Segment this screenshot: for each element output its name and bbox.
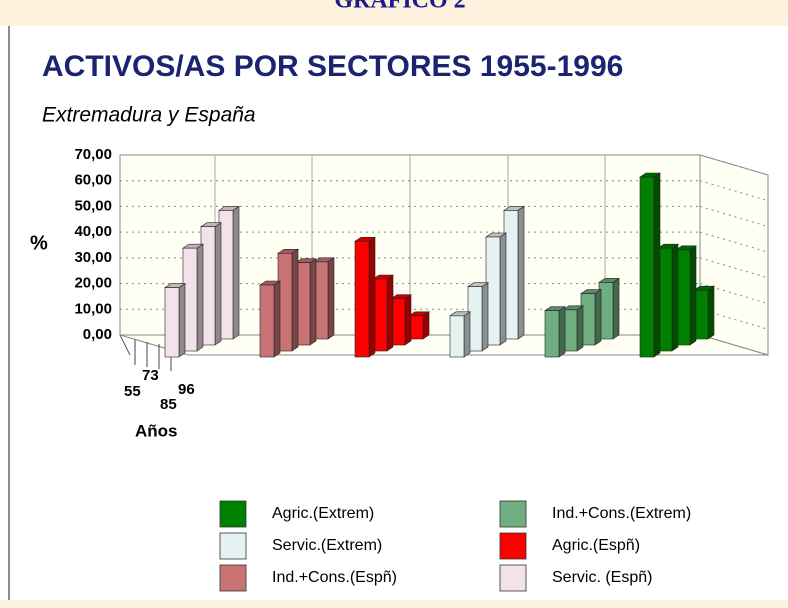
bar-side [309,258,317,346]
bar-3d [295,258,317,346]
y-tick-label: 10,00 [74,300,112,317]
bar [354,240,370,358]
bar-3d [562,305,584,352]
y-tick-label: 50,00 [74,197,112,214]
bar-3d [313,257,335,340]
chart-title: ACTIVOS/AS POR SECTORES 1955-1996 [42,50,623,83]
bar-3d [639,172,661,358]
bar-side [404,294,412,346]
bar-side [232,205,240,340]
bar-side [196,243,204,352]
bar-side [612,277,620,340]
bar-side [422,311,430,340]
legend-label: Servic. (Espñ) [552,569,652,586]
bar-side [214,222,222,346]
bar-side [558,306,566,358]
bar-3d [544,306,566,358]
bar-3d [277,248,299,352]
bar-3d [164,283,186,358]
bar [259,284,275,358]
bar-side [689,245,697,346]
depth-tick-label: 73 [142,367,159,384]
bar [164,287,180,358]
y-axis-label: % [30,232,48,254]
bar-3d [598,277,620,340]
top-band [0,0,788,26]
bar-side [481,282,489,352]
bar-side [463,311,471,358]
bar [449,315,465,358]
bar-3d [693,285,715,340]
y-tick-label: 40,00 [74,223,112,240]
bar-3d [485,232,507,346]
bar-side [517,205,525,340]
legend-swatch [219,500,247,528]
bar-3d [467,282,489,352]
bar-3d [449,311,471,358]
legend-swatch [219,564,247,592]
bar-side [327,257,335,340]
bar-side [291,248,299,352]
bar-3d [218,205,240,340]
bar-side [499,232,507,346]
bar-3d [259,280,281,358]
bar-side [653,172,661,358]
bar-side [178,283,186,358]
y-tick-label: 0,00 [83,326,112,343]
bar-3d [657,243,679,352]
page-header: GRAFICO 2 [334,0,465,14]
bar-3d [200,222,222,346]
depth-tick-label: 55 [124,383,141,400]
bar-3d [580,289,602,346]
x-axis-label: Años [135,421,178,440]
legend-label: Agric.(Espñ) [552,537,640,554]
y-tick-label: 70,00 [74,146,112,163]
y-tick-label: 30,00 [74,249,112,266]
legend-swatch [499,564,527,592]
bar-side [368,236,376,358]
bar-side [594,289,602,346]
legend-swatch [499,500,527,528]
bar [639,176,655,358]
bar-3d [408,311,430,340]
legend-label: Agric.(Extrem) [272,505,374,522]
bar-side [386,274,394,352]
legend-label: Servic.(Extrem) [272,537,382,554]
depth-tick-label: 85 [160,396,177,413]
bar-3d [390,294,412,346]
y-tick-label: 20,00 [74,275,112,292]
bar-side [576,305,584,352]
legend-swatch [499,532,527,560]
bar-3d [503,205,525,340]
left-edge [119,334,131,356]
bottom-band [0,600,788,608]
depth-tick-label: 96 [178,381,195,398]
bar-3d [372,274,394,352]
bar-side [273,280,281,358]
bar-3d [354,236,376,358]
bar [544,310,560,358]
bar-side [707,285,715,340]
y-tick-label: 60,00 [74,172,112,189]
legend-label: Ind.+Cons.(Extrem) [552,505,691,522]
chart-subtitle: Extremadura y España [42,104,256,127]
bar-side [671,243,679,352]
bar-3d [182,243,204,352]
bar-3d [675,245,697,346]
legend-label: Ind.+Cons.(Espñ) [272,569,397,586]
legend-swatch [219,532,247,560]
